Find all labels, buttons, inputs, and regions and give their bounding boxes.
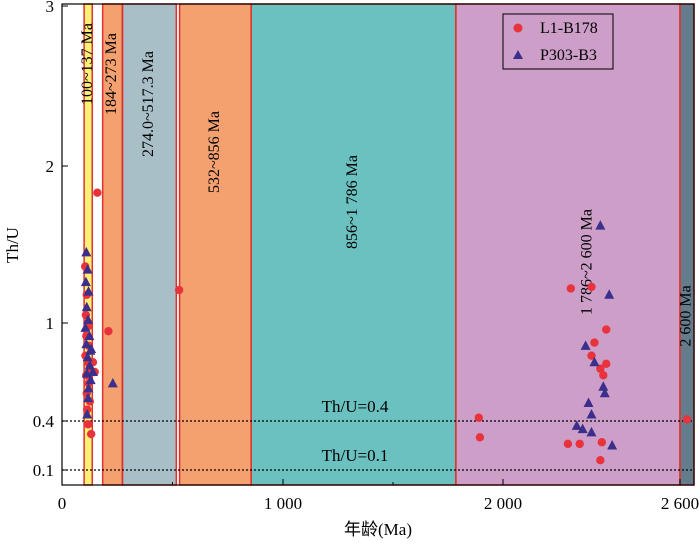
y-tick-label-2: 0.4 — [33, 412, 55, 431]
data-point-series-2-25 — [598, 381, 609, 391]
data-point-series-2-18 — [86, 343, 97, 354]
data-point-series-2-30 — [577, 423, 588, 434]
data-point-series-1-35 — [596, 456, 605, 465]
data-point-series-1-33 — [602, 359, 611, 369]
data-point-series-2-17 — [82, 408, 93, 419]
reference-lines: Th/U=0.4 Th/U=0.1 — [62, 397, 694, 471]
age-band-label-6: 1 786~2 600 Ma — [579, 209, 596, 315]
data-point-series-2-2 — [82, 264, 93, 274]
data-point-series-2-28 — [586, 408, 597, 419]
data-point-series-1-24 — [566, 284, 576, 293]
data-point-series-2-20 — [107, 377, 118, 388]
x-axis-ticks: 0 1 000 2 000 2 600 — [58, 479, 699, 513]
y-axis-ticks: 0.1 0.4 1 2 3 — [33, 0, 68, 480]
data-point-series-2-26 — [599, 387, 610, 398]
data-point-series-1-19 — [93, 188, 102, 197]
data-point-series-2-16 — [83, 392, 94, 403]
data-point-series-2-4 — [83, 286, 94, 296]
legend-label-series-1: L1-B178 — [540, 20, 598, 37]
data-point-series-1-22 — [474, 413, 483, 422]
data-point-series-2-5 — [81, 301, 92, 312]
age-band-label-7: 2 600 Ma — [678, 285, 695, 346]
data-point-series-1-34 — [597, 438, 607, 447]
age-band-5 — [250, 3, 457, 486]
y-tick-label-4: 2 — [46, 157, 55, 176]
age-band-7 — [679, 3, 695, 486]
data-point-series-2-32 — [607, 440, 618, 450]
data-point-series-2-21 — [595, 220, 606, 230]
data-point-series-1-25 — [563, 439, 573, 449]
data-point-series-2-12 — [84, 359, 95, 370]
age-band-label-5: 856~1 786 Ma — [344, 155, 361, 249]
legend-box — [502, 13, 614, 70]
data-point-series-1-18 — [86, 429, 96, 439]
data-point-series-2-22 — [604, 289, 615, 299]
age-band-3 — [121, 3, 178, 486]
data-point-series-2-24 — [589, 356, 600, 367]
data-point-series-2-8 — [84, 330, 95, 341]
data-point-series-2-31 — [586, 426, 597, 437]
data-point-series-1-20 — [104, 326, 113, 336]
data-point-series-1-30 — [596, 364, 605, 373]
age-bands: 100~137 Ma 184~273 Ma 274.0~517.3 Ma 532~85… — [79, 3, 695, 486]
reference-line-label-2: Th/U=0.1 — [322, 446, 389, 465]
data-point-series-2-29 — [571, 420, 582, 430]
data-point-series-1-21 — [174, 285, 184, 295]
x-tick-label-1: 0 — [58, 494, 67, 513]
data-point-series-1-31 — [599, 371, 608, 380]
plot-frame — [61, 3, 695, 486]
data-point-series-1-23 — [475, 433, 485, 442]
data-point-series-2-9 — [81, 338, 92, 349]
data-point-series-2-7 — [80, 322, 91, 332]
data-point-series-1-36 — [682, 415, 692, 424]
y-tick-label-5: 3 — [46, 0, 55, 16]
legend: L1-B178 P303-B3 — [502, 13, 614, 70]
x-axis-label: 年龄(Ma) — [344, 520, 412, 539]
y-axis-label: Th/U — [3, 227, 22, 263]
data-point-series-1-26 — [575, 439, 584, 449]
data-points — [80, 188, 692, 465]
legend-marker-circle — [513, 23, 523, 33]
legend-label-series-2: P303-B3 — [540, 47, 597, 64]
data-point-series-2-1 — [81, 246, 92, 257]
y-tick-label-3: 1 — [46, 314, 55, 333]
data-point-series-2-19 — [87, 366, 98, 376]
age-band-label-1: 100~137 Ma — [79, 23, 96, 105]
data-point-series-2-23 — [580, 340, 591, 350]
age-band-4 — [178, 3, 252, 486]
age-band-label-3: 274.0~517.3 Ma — [140, 51, 157, 157]
data-point-series-2-15 — [83, 382, 94, 393]
legend-marker-triangle — [513, 50, 523, 59]
data-point-series-2-3 — [80, 276, 91, 287]
data-point-series-1-15 — [83, 420, 93, 429]
age-band-label-2: 184~273 Ma — [103, 33, 120, 115]
data-point-series-2-14 — [85, 374, 96, 385]
age-band-6 — [455, 3, 681, 486]
age-band-label-4: 532~856 Ma — [206, 111, 223, 193]
data-point-series-1-28 — [587, 351, 596, 360]
data-point-series-1-29 — [590, 338, 599, 347]
data-point-series-2-6 — [83, 314, 94, 324]
data-point-series-2-11 — [82, 351, 93, 362]
data-point-series-2-27 — [583, 397, 594, 408]
x-tick-label-2: 1 000 — [264, 494, 302, 513]
data-point-series-1-32 — [602, 325, 611, 334]
x-tick-label-4: 2 600 — [661, 494, 699, 513]
reference-line-label-1: Th/U=0.4 — [322, 397, 389, 416]
y-tick-label-1: 0.1 — [33, 461, 54, 480]
x-tick-label-3: 2 000 — [484, 494, 522, 513]
data-point-series-1-27 — [587, 282, 596, 292]
